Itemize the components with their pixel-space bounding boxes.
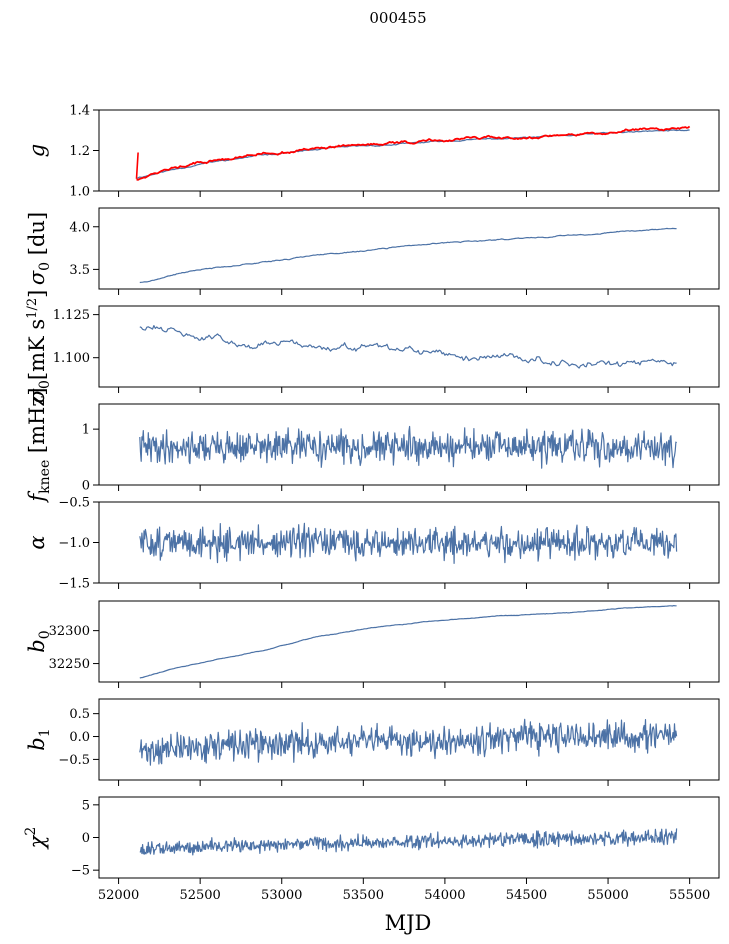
y-axis-label: g — [25, 144, 49, 157]
series-line-1 — [139, 522, 678, 564]
axes-frame — [98, 305, 720, 388]
y-tick-label: 4.0 — [69, 220, 90, 235]
panel-1: 1.0 1.2 1.4 g — [25, 104, 720, 200]
y-axis-label: fknee [mHz] — [25, 387, 53, 503]
y-tick-label: 1.0 — [69, 185, 90, 200]
series-spike — [135, 152, 139, 179]
panel-2: 3.5 4.0 σ0 [du] — [25, 207, 720, 295]
axes-frame — [98, 403, 720, 486]
x-tick-label: 52500 — [179, 888, 220, 903]
y-tick-label: −1.0 — [58, 536, 90, 551]
series-line-1 — [136, 129, 690, 179]
series-line-1 — [139, 425, 678, 469]
y-tick-label: 0.0 — [69, 730, 90, 745]
series-line-1 — [139, 325, 677, 369]
y-tick-label: 32300 — [49, 624, 90, 639]
y-tick-label: 1.2 — [69, 144, 90, 159]
y-tick-label: 0 — [82, 831, 90, 846]
x-tick-label: 54500 — [506, 888, 547, 903]
y-tick-label: 5 — [82, 798, 90, 813]
y-axis-label: b1 — [25, 728, 53, 750]
y-tick-label: 1 — [82, 423, 90, 438]
panel-8: −5 0 5 χ2 52000 52500 53000 53500 54000 54500 5500… — [23, 796, 720, 903]
x-tick-label: 52000 — [98, 888, 139, 903]
y-axis-label: χ2 — [23, 827, 49, 851]
y-tick-label: 3.5 — [69, 263, 90, 278]
y-axis-label: α — [25, 535, 49, 549]
y-axis-label: b0 — [25, 630, 53, 652]
axes-frame — [98, 501, 720, 584]
x-tick-label: 55000 — [587, 888, 628, 903]
series-line-1 — [139, 828, 678, 856]
series-line-1 — [139, 605, 677, 679]
series-line-1 — [139, 227, 677, 284]
y-tick-label: −1.5 — [58, 577, 90, 592]
panel-7: −0.5 0.0 0.5 b1 — [25, 698, 720, 786]
y-axis-label: σ0[mK s1/2] — [25, 290, 53, 404]
x-tick-label: 54000 — [424, 888, 465, 903]
x-tick-label: 53000 — [261, 888, 302, 903]
x-tick-label: 53500 — [343, 888, 384, 903]
x-tick-label: 55500 — [669, 888, 710, 903]
y-tick-label: 32250 — [49, 657, 90, 672]
panel-5: −1.5 −1.0 −0.5 α — [25, 496, 720, 592]
y-tick-label: 0 — [82, 479, 90, 494]
x-axis-label: MJD — [385, 911, 432, 935]
y-tick-label: −0.5 — [58, 496, 90, 511]
y-tick-label: 1.4 — [69, 104, 90, 119]
axes-frame — [98, 207, 720, 290]
series-line-1 — [139, 718, 678, 766]
y-tick-label: 1.125 — [53, 308, 90, 323]
panel-4: 0 1 fknee [mHz] — [25, 387, 720, 504]
y-tick-label: 0.5 — [69, 707, 90, 722]
y-axis-label: σ0 [du] — [25, 212, 53, 285]
axes-frame — [98, 109, 720, 192]
axes-frame — [98, 796, 720, 879]
y-tick-label: −5 — [71, 864, 90, 879]
figure-title: 000455 — [369, 9, 426, 27]
series-line-2 — [136, 125, 691, 181]
axes-frame — [98, 600, 720, 683]
y-tick-label: 1.100 — [53, 351, 90, 366]
axes-frame — [98, 698, 720, 781]
y-tick-label: −0.5 — [58, 753, 90, 768]
